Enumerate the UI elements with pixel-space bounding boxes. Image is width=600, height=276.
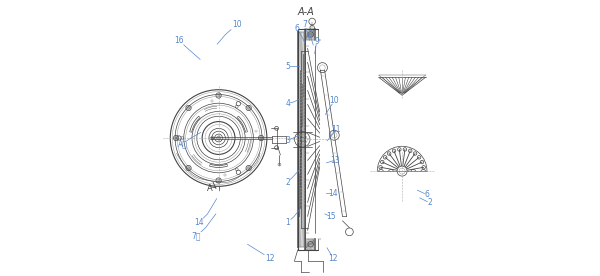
Bar (298, 32, 305, 247)
Text: 13: 13 (331, 156, 340, 164)
Text: A乙: A乙 (178, 139, 188, 148)
Text: 9: 9 (314, 37, 319, 46)
Text: A: A (207, 184, 213, 193)
Text: 10: 10 (329, 96, 340, 105)
Text: 8: 8 (307, 30, 312, 39)
Text: 1: 1 (285, 218, 290, 227)
Text: 2: 2 (285, 178, 290, 187)
Text: 3: 3 (285, 136, 290, 145)
Text: 6: 6 (425, 190, 430, 199)
Bar (305, 29, 315, 40)
Text: 2: 2 (427, 198, 432, 207)
Text: 5: 5 (285, 62, 290, 71)
Text: 16: 16 (174, 36, 184, 44)
Text: A-A: A-A (297, 7, 314, 17)
Text: 14: 14 (194, 218, 204, 227)
Text: 12: 12 (265, 254, 274, 262)
Text: 7乙: 7乙 (192, 232, 201, 240)
Text: 12: 12 (328, 254, 338, 263)
Text: 10: 10 (232, 20, 241, 29)
Text: 14: 14 (328, 189, 338, 198)
Text: 7: 7 (302, 20, 307, 29)
Text: 4: 4 (285, 99, 290, 108)
Text: 6: 6 (295, 25, 299, 33)
Text: 15: 15 (326, 212, 336, 221)
Text: 11: 11 (332, 125, 341, 134)
Bar (305, 239, 315, 250)
